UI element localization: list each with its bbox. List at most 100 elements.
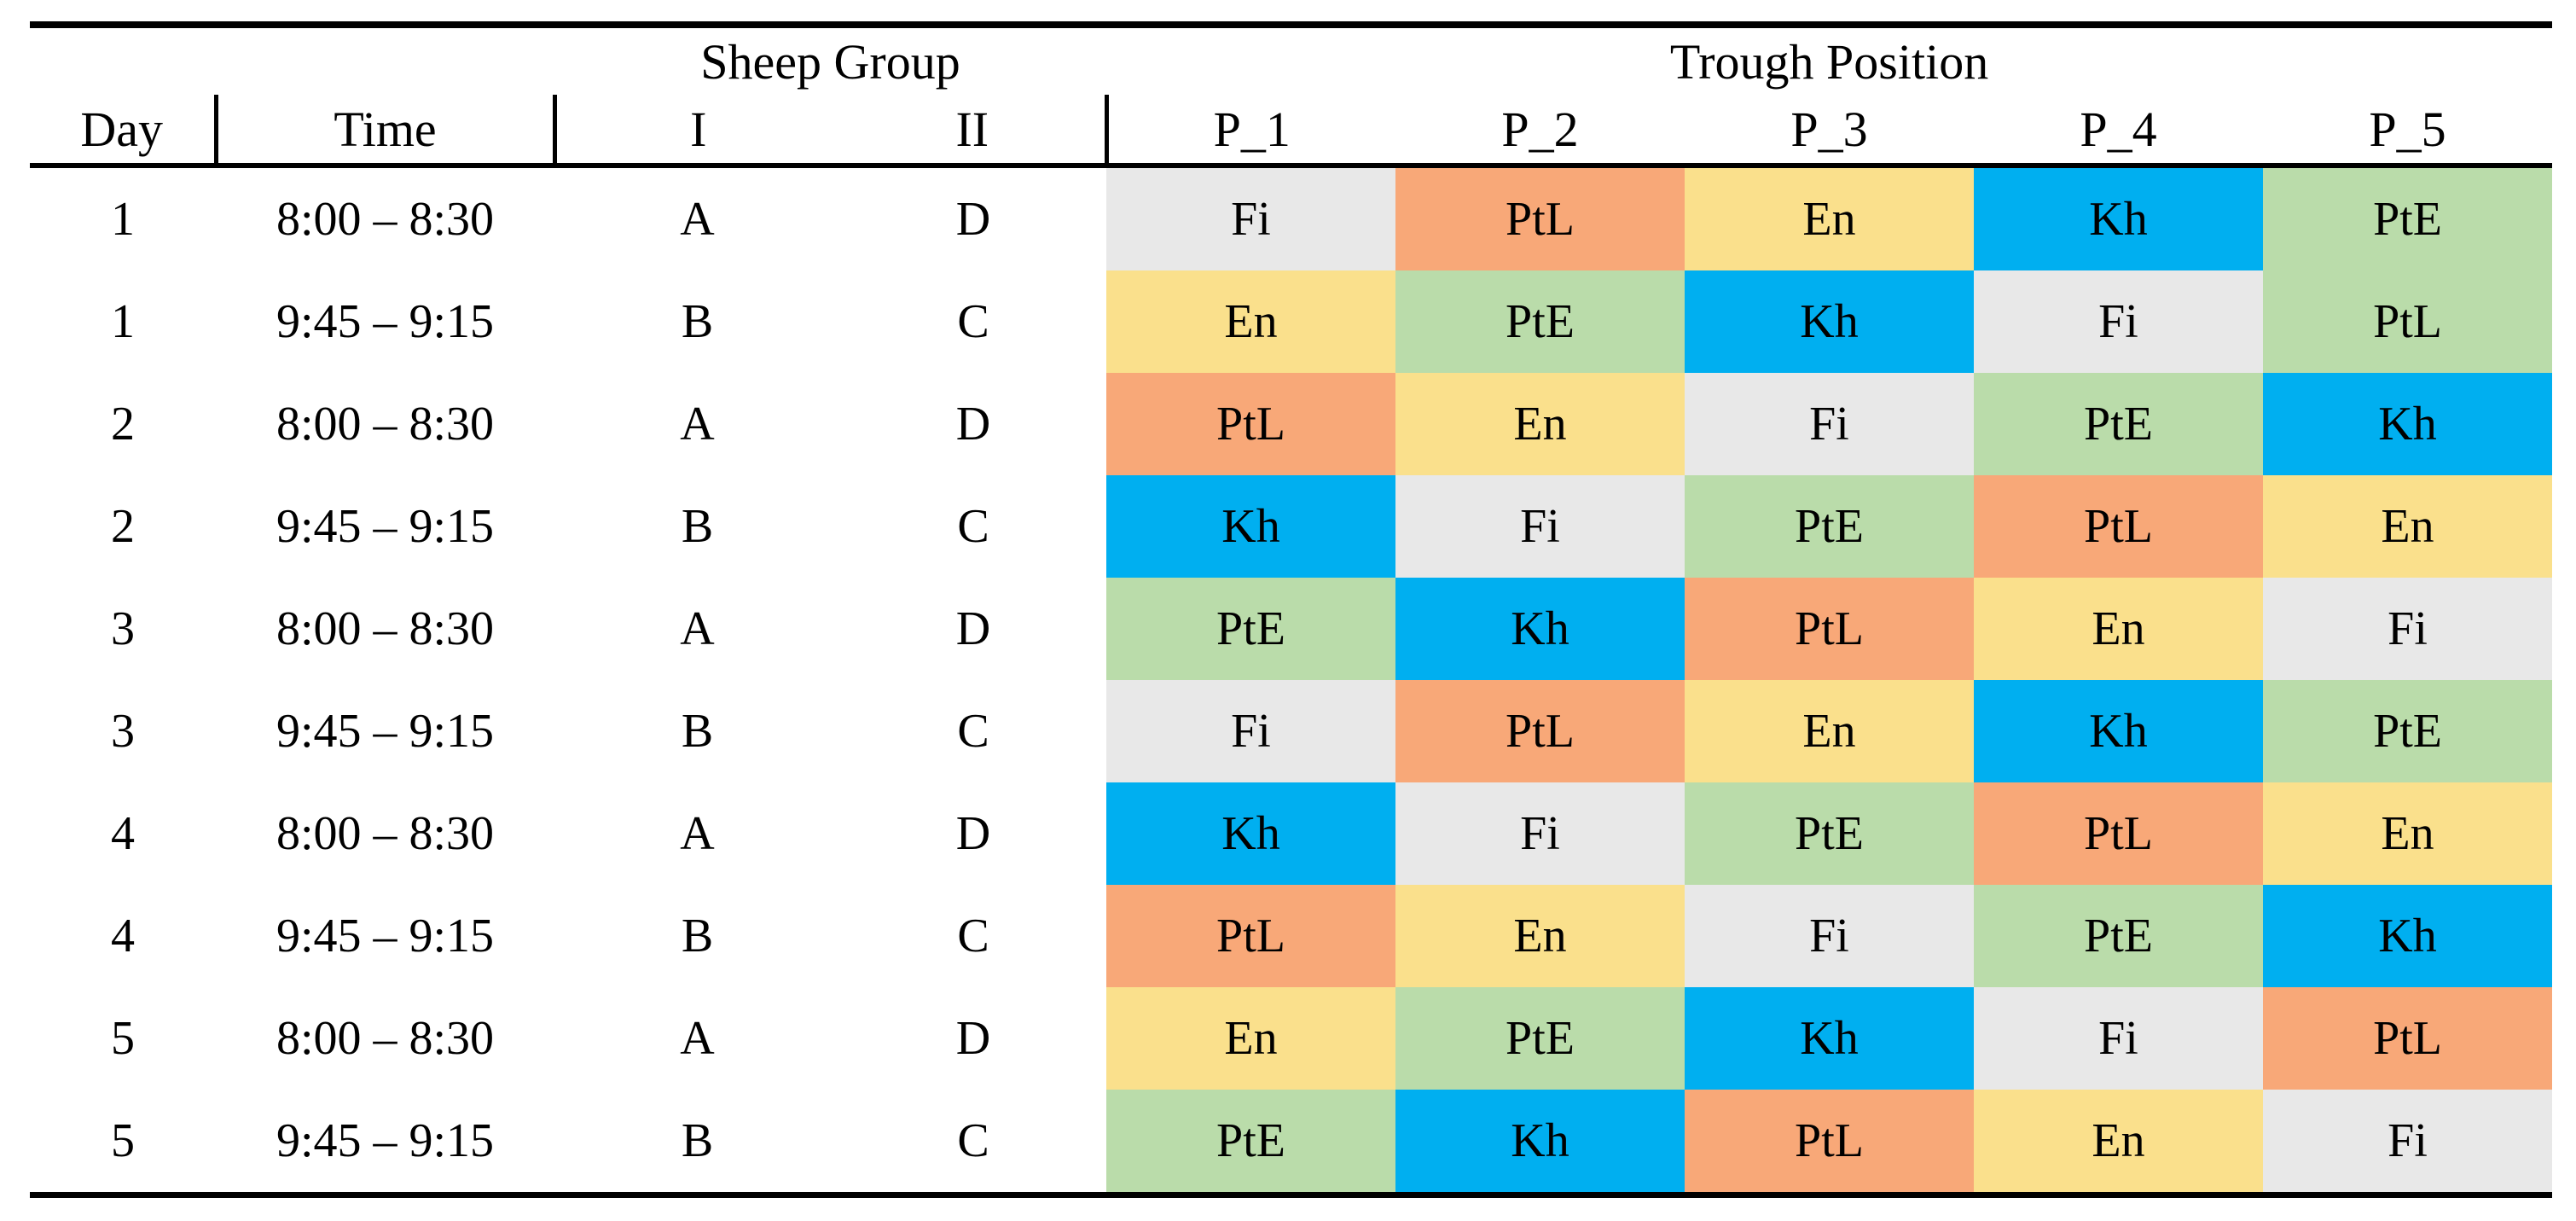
- trough-cell-p2: PtL: [1395, 680, 1685, 782]
- trough-cell-p4: Fi: [1974, 270, 2264, 373]
- trough-cell-p5: En: [2263, 782, 2553, 885]
- day-cell: 2: [111, 398, 135, 451]
- trough-cell-p5: Kh: [2263, 373, 2553, 475]
- schedule-table-wrapper: Sheep Group Trough Position Day Time I I…: [30, 21, 2553, 1198]
- group-i-cell: A: [680, 193, 715, 246]
- trough-cell-p3: Kh: [1685, 270, 1975, 373]
- day-cell: 3: [111, 705, 135, 758]
- trough-cell-p2: Fi: [1395, 475, 1685, 578]
- trough-cell-p4: Kh: [1974, 166, 2264, 270]
- table-row: 5 8:00 – 8:30 A D En PtE Kh Fi PtL: [30, 987, 2553, 1090]
- column-header-group-i: I: [554, 95, 840, 168]
- group-ii-cell: D: [955, 193, 991, 246]
- trough-cell-p3: PtE: [1685, 782, 1975, 885]
- trough-cell-p2: En: [1395, 885, 1685, 987]
- column-header-p2: P_2: [1395, 95, 1685, 168]
- table-body: 1 8:00 – 8:30 A D Fi PtL En Kh PtE 1 9:4…: [30, 166, 2553, 1195]
- group-i-cell: B: [681, 910, 714, 962]
- trough-cell-p4: Kh: [1974, 680, 2264, 782]
- table-row: 3 8:00 – 8:30 A D PtE Kh PtL En Fi: [30, 578, 2553, 680]
- group-i-cell: B: [681, 705, 714, 758]
- day-cell: 4: [111, 910, 135, 962]
- group-i-cell: B: [681, 500, 714, 553]
- time-cell: 9:45 – 9:15: [276, 910, 495, 962]
- group-ii-cell: D: [955, 398, 991, 451]
- trough-cell-p1: PtE: [1106, 1090, 1396, 1195]
- day-cell: 5: [111, 1114, 135, 1167]
- group-ii-cell: C: [957, 500, 989, 553]
- trough-cell-p2: PtL: [1395, 166, 1685, 270]
- group-header-trough-position: Trough Position: [1669, 33, 1989, 90]
- group-ii-cell: D: [955, 1012, 991, 1065]
- trough-cell-p3: PtL: [1685, 1090, 1975, 1195]
- group-header-row: Sheep Group Trough Position: [30, 25, 2552, 95]
- trough-cell-p5: Fi: [2263, 1090, 2553, 1195]
- time-cell: 8:00 – 8:30: [276, 398, 495, 451]
- table-row: 3 9:45 – 9:15 B C Fi PtL En Kh PtE: [30, 680, 2553, 782]
- column-header-time: Time: [216, 95, 557, 168]
- trough-cell-p5: En: [2263, 475, 2553, 578]
- trough-cell-p2: Kh: [1395, 578, 1685, 680]
- trough-cell-p3: PtL: [1685, 578, 1975, 680]
- group-i-cell: B: [681, 1114, 714, 1167]
- trough-cell-p1: PtE: [1106, 578, 1396, 680]
- day-cell: 2: [111, 500, 135, 553]
- day-cell: 1: [111, 295, 135, 348]
- trough-cell-p1: PtL: [1106, 885, 1396, 987]
- trough-cell-p3: Fi: [1685, 373, 1975, 475]
- trough-cell-p1: Kh: [1106, 782, 1396, 885]
- trough-cell-p3: Fi: [1685, 885, 1975, 987]
- time-cell: 9:45 – 9:15: [276, 500, 495, 553]
- table-row: 2 8:00 – 8:30 A D PtL En Fi PtE Kh: [30, 373, 2553, 475]
- day-cell: 1: [111, 193, 135, 246]
- time-cell: 8:00 – 8:30: [276, 602, 495, 655]
- trough-cell-p2: En: [1395, 373, 1685, 475]
- group-i-cell: A: [680, 398, 715, 451]
- group-i-cell: A: [680, 602, 715, 655]
- trough-cell-p1: Kh: [1106, 475, 1396, 578]
- column-header-p4: P_4: [1974, 95, 2264, 168]
- time-cell: 8:00 – 8:30: [276, 193, 495, 246]
- column-header-row: Day Time I II P_1 P_2 P_3 P_4 P_5: [30, 95, 2553, 168]
- trough-cell-p4: En: [1974, 578, 2264, 680]
- table-row: 4 8:00 – 8:30 A D Kh Fi PtE PtL En: [30, 782, 2553, 885]
- trough-cell-p3: En: [1685, 166, 1975, 270]
- trough-cell-p4: PtE: [1974, 885, 2264, 987]
- trough-cell-p1: Fi: [1106, 166, 1396, 270]
- trough-cell-p1: PtL: [1106, 373, 1396, 475]
- time-cell: 9:45 – 9:15: [276, 705, 495, 758]
- group-ii-cell: C: [957, 705, 989, 758]
- group-header-spacer: [30, 25, 554, 95]
- group-ii-cell: D: [955, 807, 991, 860]
- trough-cell-p3: Kh: [1685, 987, 1975, 1090]
- sheep-trough-schedule-table: Sheep Group Trough Position Day Time I I…: [30, 21, 2553, 1198]
- trough-cell-p1: En: [1106, 987, 1396, 1090]
- table-row: 1 8:00 – 8:30 A D Fi PtL En Kh PtE: [30, 166, 2553, 270]
- trough-cell-p3: PtE: [1685, 475, 1975, 578]
- time-cell: 9:45 – 9:15: [276, 295, 495, 348]
- trough-cell-p5: PtE: [2263, 680, 2553, 782]
- trough-cell-p5: PtE: [2263, 166, 2553, 270]
- group-header-sheep-group: Sheep Group: [700, 33, 960, 90]
- column-header-day: Day: [30, 95, 218, 168]
- column-header-p3: P_3: [1685, 95, 1975, 168]
- trough-cell-p2: Kh: [1395, 1090, 1685, 1195]
- group-i-cell: A: [680, 1012, 715, 1065]
- time-cell: 9:45 – 9:15: [276, 1114, 495, 1167]
- day-cell: 4: [111, 807, 135, 860]
- trough-cell-p2: Fi: [1395, 782, 1685, 885]
- group-ii-cell: D: [955, 602, 991, 655]
- group-i-cell: A: [680, 807, 715, 860]
- trough-cell-p5: Fi: [2263, 578, 2553, 680]
- group-ii-cell: C: [957, 1114, 989, 1167]
- trough-cell-p5: PtL: [2263, 270, 2553, 373]
- trough-cell-p2: PtE: [1395, 270, 1685, 373]
- trough-cell-p4: En: [1974, 1090, 2264, 1195]
- column-header-group-ii: II: [840, 95, 1109, 168]
- trough-cell-p1: Fi: [1106, 680, 1396, 782]
- day-cell: 3: [111, 602, 135, 655]
- time-cell: 8:00 – 8:30: [276, 1012, 495, 1065]
- trough-cell-p5: Kh: [2263, 885, 2553, 987]
- table-row: 2 9:45 – 9:15 B C Kh Fi PtE PtL En: [30, 475, 2553, 578]
